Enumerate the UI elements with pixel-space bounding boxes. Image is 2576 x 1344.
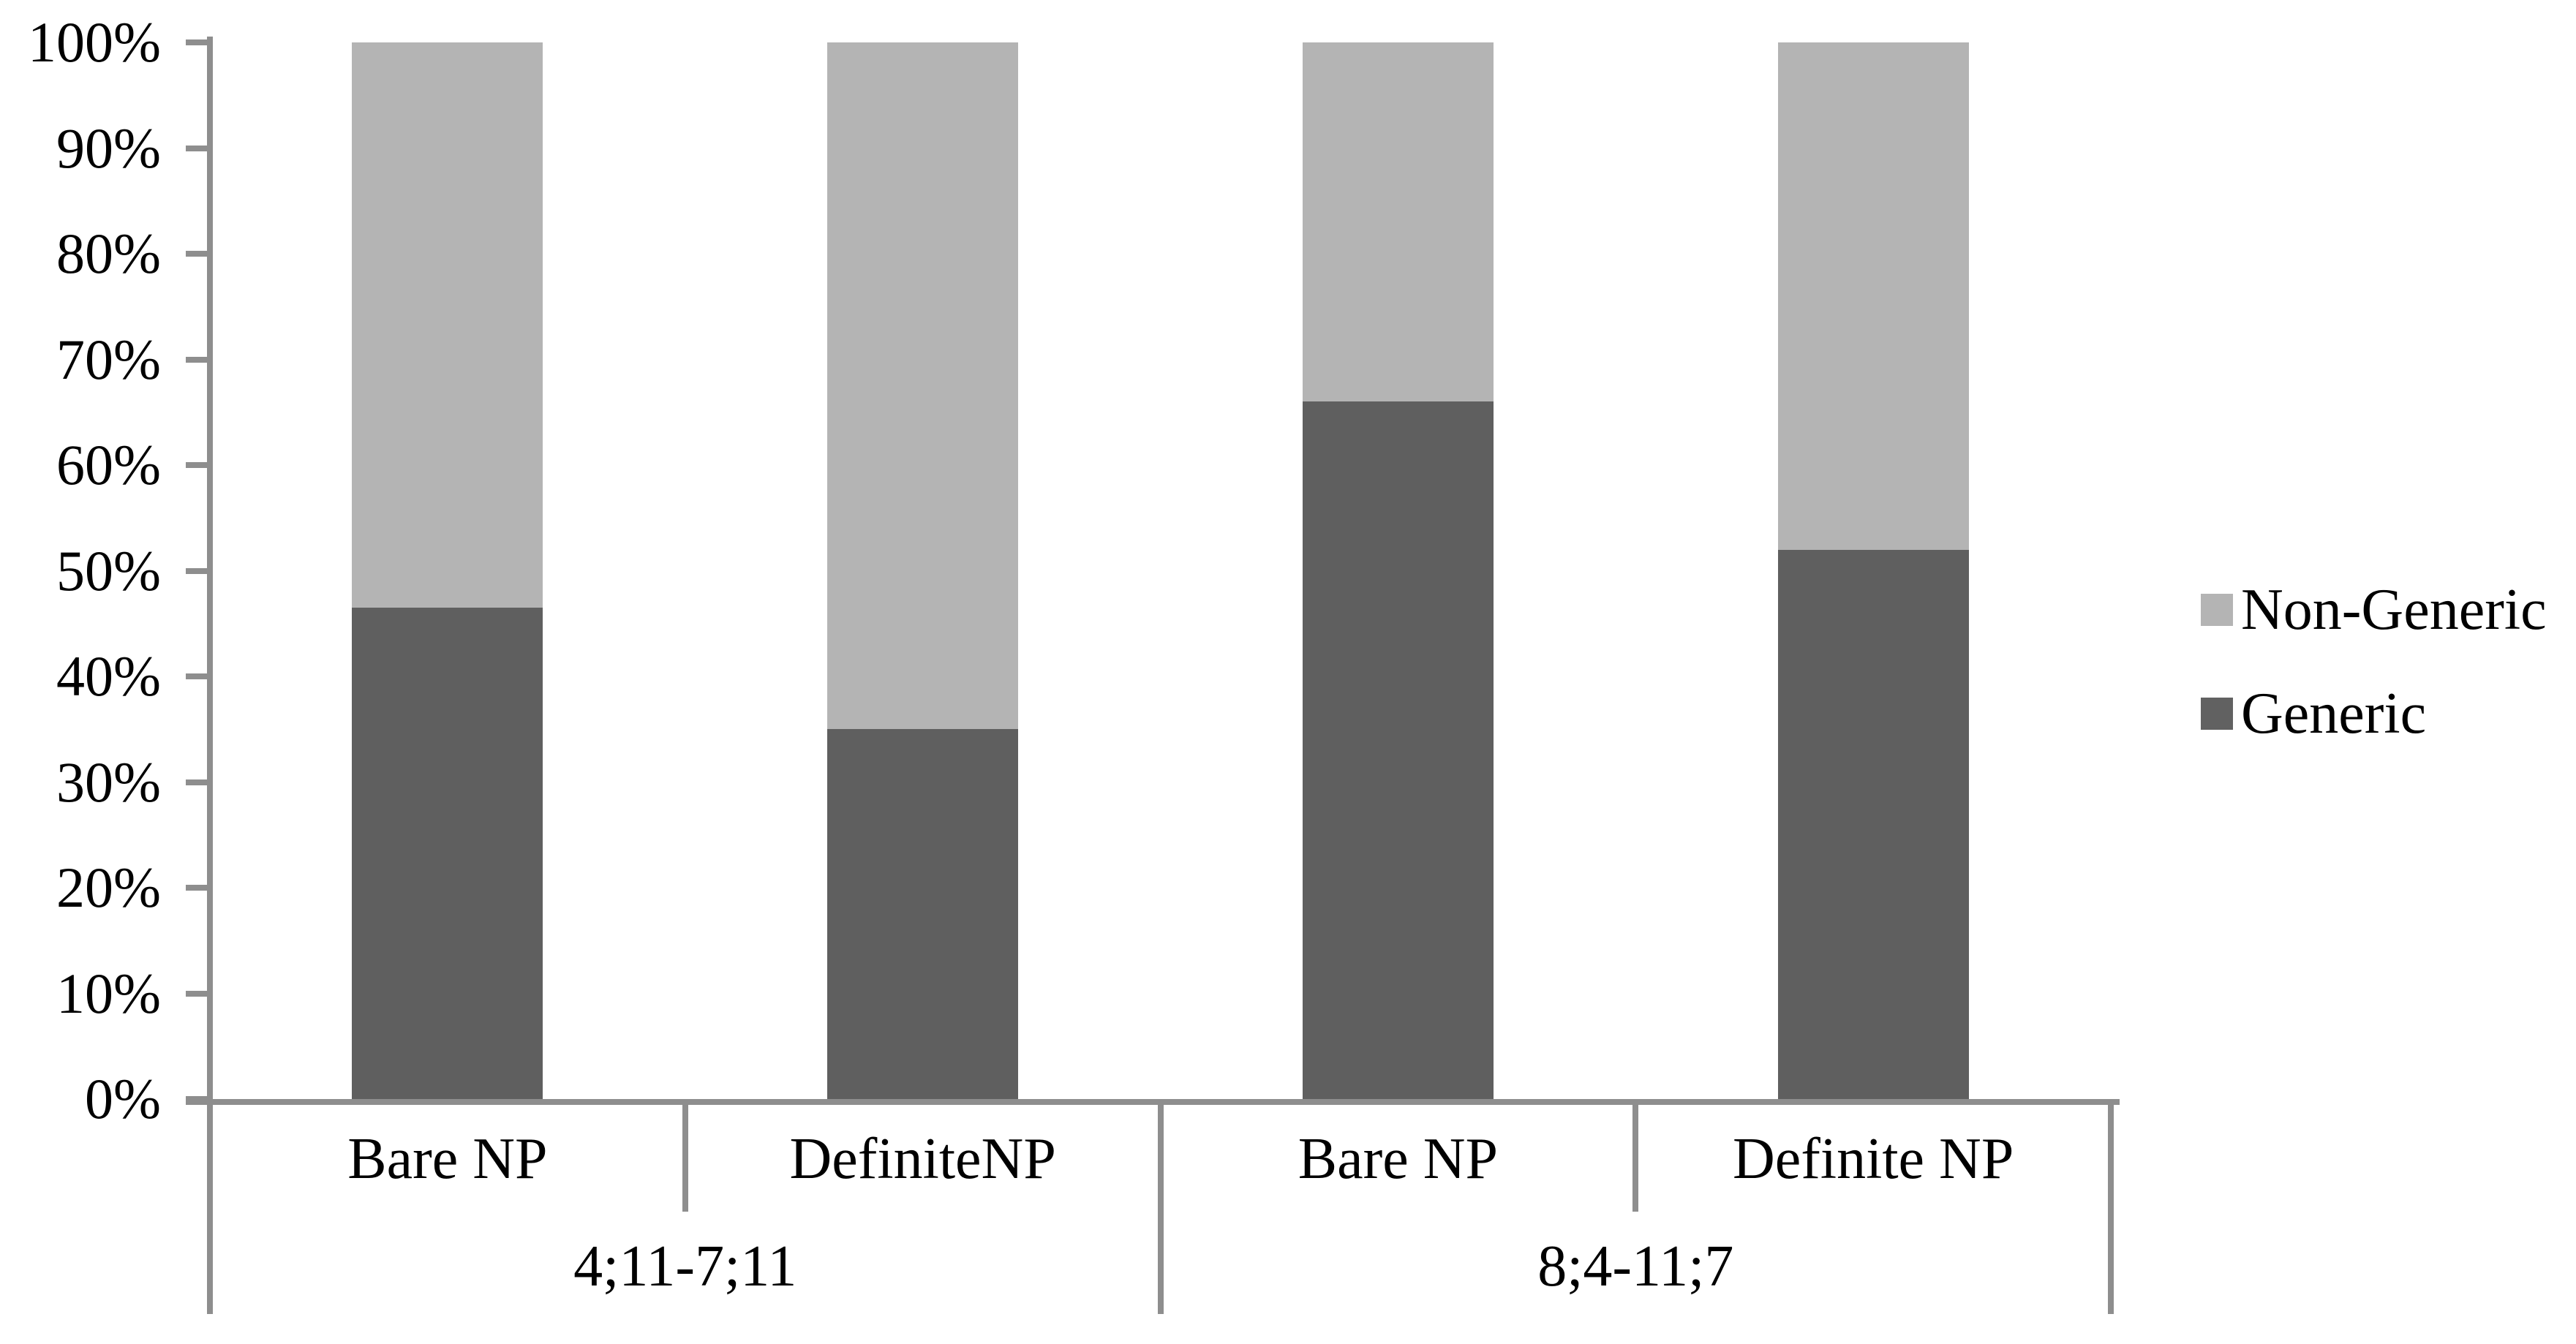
y-axis-tick-label: 20% [56,856,161,919]
y-axis-tick-label: 0% [85,1067,161,1130]
bar-2-segment-non-generic [1302,42,1494,402]
y-axis-tick-label: 10% [56,961,161,1025]
group-separator-line [1157,1099,1164,1314]
y-axis-tick [186,673,210,679]
bar-3-segment-generic [1777,549,1969,1099]
bar-1-segment-generic [827,729,1019,1099]
x-axis-group-label: 8;4-11;7 [1537,1234,1734,1299]
y-axis-tick-label: 90% [56,116,161,180]
x-axis-group-label: 4;11-7;11 [573,1234,797,1299]
y-axis-tick-label: 60% [56,433,161,497]
x-axis-category-label: Bare NP [1298,1127,1499,1191]
y-axis-tick-label: 40% [56,644,161,708]
y-axis-line [207,37,213,1314]
y-axis-tick [186,251,210,257]
group-separator-line [2108,1099,2114,1314]
y-axis-tick [186,779,210,785]
y-axis-tick-label: 30% [56,750,161,814]
y-axis-tick-label: 50% [56,538,161,603]
legend-swatch-non-generic [2201,594,2233,626]
y-axis-tick [186,990,210,997]
y-axis-tick-label: 70% [56,327,161,391]
bar-1-segment-non-generic [827,42,1019,730]
category-separator-line [1632,1099,1639,1212]
y-axis-tick [186,885,210,891]
bar-2-segment-generic [1302,401,1494,1099]
category-separator-line [682,1099,688,1212]
y-axis-tick [186,356,210,363]
legend-label: Generic [2241,682,2427,746]
x-axis-category-label: DefiniteNP [789,1127,1056,1191]
bar-0-segment-non-generic [352,42,543,608]
y-axis-tick [186,567,210,574]
x-axis-category-label: Definite NP [1732,1127,2014,1191]
y-axis-tick [186,39,210,45]
y-axis-tick [186,462,210,468]
x-axis-baseline [186,1099,2120,1105]
legend-label: Non-Generic [2241,578,2547,642]
y-axis-tick [186,145,210,151]
bar-3-segment-non-generic [1777,42,1969,550]
legend-swatch-generic [2201,698,2233,730]
bar-0-segment-generic [352,608,543,1099]
y-axis-tick-label: 100% [28,10,161,74]
x-axis-category-label: Bare NP [347,1127,548,1191]
y-axis-tick-label: 80% [56,222,161,285]
